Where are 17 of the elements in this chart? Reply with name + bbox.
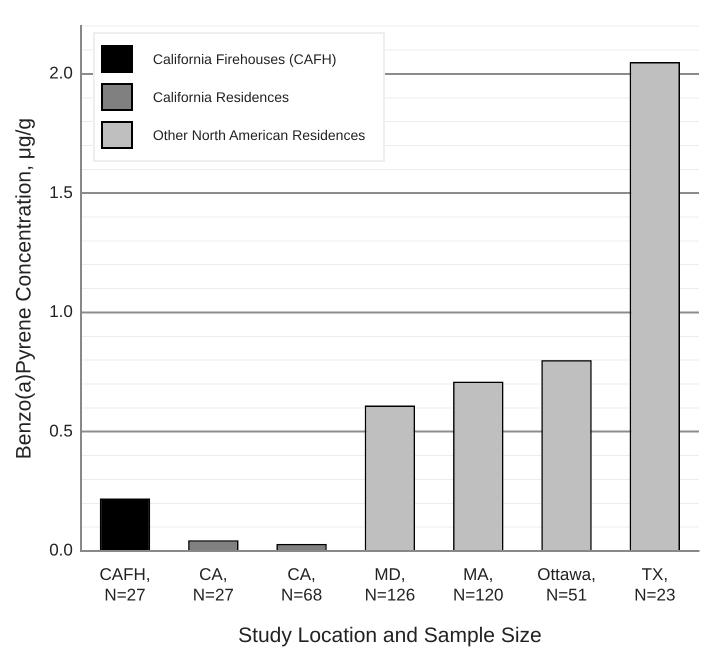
y-axis-title: Benzo(a)Pyrene Concentration, μg/g xyxy=(12,118,36,460)
x-tick-label: CAFH, N=27 xyxy=(99,564,150,604)
y-tick-label: 0.0 xyxy=(49,540,73,560)
legend-label: California Residences xyxy=(152,89,290,106)
x-tick-label: MD, N=126 xyxy=(364,564,416,604)
y-tick-label: 2.0 xyxy=(49,64,73,83)
x-axis-title: Study Location and Sample Size xyxy=(238,624,542,648)
legend-label: California Firehouses (CAFH) xyxy=(152,51,336,68)
y-tick-label: 1.5 xyxy=(49,182,73,202)
x-tick-label: Ottawa, N=51 xyxy=(537,564,596,604)
x-tick-label: TX, N=23 xyxy=(634,564,676,604)
x-tick-label: CA, N=68 xyxy=(281,564,322,604)
legend-label: Other North American Residences xyxy=(152,127,366,144)
y-tick-label: 1.0 xyxy=(49,302,73,322)
x-tick-label: MA, N=120 xyxy=(452,564,504,604)
x-tick-label: CA, N=27 xyxy=(192,564,234,604)
y-tick-label: 0.5 xyxy=(49,421,73,440)
